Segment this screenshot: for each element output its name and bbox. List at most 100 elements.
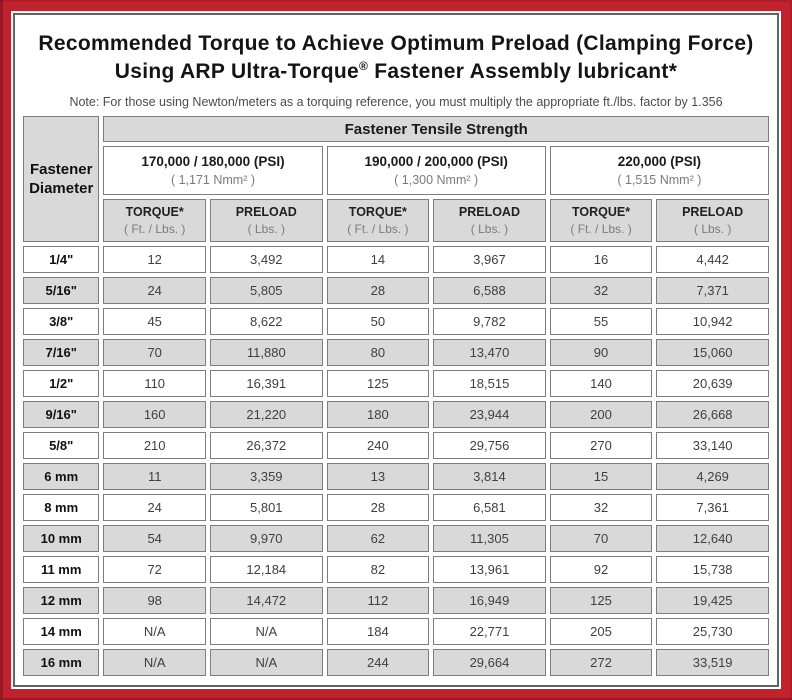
preload-cell: 8,622 xyxy=(209,308,323,335)
torque-cell: 125 xyxy=(326,370,430,397)
preload-cell: 11,305 xyxy=(433,525,546,552)
torque-units-label: ( Ft. / Lbs. ) xyxy=(570,222,632,236)
torque-cell: 54 xyxy=(103,525,206,552)
fastener-diameter-cell: 11 mm xyxy=(23,556,100,583)
torque-cell: 72 xyxy=(103,556,206,583)
nmm-label: ( 1,171 Nmm² ) xyxy=(170,173,256,187)
table-row: 12 mm 98 14,472 112 16,949 125 19,425 xyxy=(23,587,769,614)
torque-cell: 200 xyxy=(549,401,653,428)
preload-header-group1: PRELOAD ( Lbs. ) xyxy=(209,199,323,242)
fastener-diameter-cell: 14 mm xyxy=(23,618,100,645)
fastener-diameter-cell: 1/4" xyxy=(23,246,100,273)
torque-cell: 28 xyxy=(326,277,430,304)
preload-cell: 5,801 xyxy=(209,494,323,521)
page-title: Recommended Torque to Achieve Optimum Pr… xyxy=(19,15,773,86)
preload-cell: 9,782 xyxy=(433,308,546,335)
preload-cell: 7,361 xyxy=(656,494,769,521)
nmm-label: ( 1,515 Nmm² ) xyxy=(617,173,702,187)
fastener-diameter-cell: 3/8" xyxy=(23,308,100,335)
fastener-diameter-header-line2: Diameter xyxy=(29,180,94,197)
preload-cell: 26,372 xyxy=(209,432,323,459)
preload-cell: 13,961 xyxy=(433,556,546,583)
title-line2-text: Using ARP Ultra-Torque xyxy=(114,60,360,83)
preload-cell: 4,442 xyxy=(656,246,769,273)
preload-cell: 6,588 xyxy=(433,277,546,304)
torque-cell: 12 xyxy=(103,246,206,273)
preload-cell: 6,581 xyxy=(433,494,546,521)
fastener-diameter-cell: 5/16" xyxy=(23,277,100,304)
torque-cell: 32 xyxy=(549,494,653,521)
preload-label: PRELOAD xyxy=(682,205,744,219)
torque-cell: 14 xyxy=(326,246,430,273)
psi-group-row: 170,000 / 180,000 (PSI) ( 1,171 Nmm² ) 1… xyxy=(23,146,769,195)
table-row: 11 mm 72 12,184 82 13,961 92 15,738 xyxy=(23,556,769,583)
torque-units-label: ( Ft. / Lbs. ) xyxy=(124,222,186,236)
table-row: 16 mm N/A N/A 244 29,664 272 33,519 xyxy=(23,649,769,676)
torque-cell: 160 xyxy=(103,401,206,428)
preload-cell: 15,060 xyxy=(656,339,769,366)
fastener-diameter-cell: 5/8" xyxy=(23,432,100,459)
torque-cell: 180 xyxy=(326,401,430,428)
preload-cell: 18,515 xyxy=(433,370,546,397)
fastener-diameter-cell: 16 mm xyxy=(23,649,100,676)
strength-group-190-200-psi: 190,000 / 200,000 (PSI) ( 1,300 Nmm² ) xyxy=(326,146,546,195)
torque-cell: 24 xyxy=(103,494,206,521)
preload-cell: N/A xyxy=(209,618,323,645)
torque-cell: 80 xyxy=(326,339,430,366)
torque-cell: 32 xyxy=(549,277,653,304)
fastener-diameter-header: Fastener Diameter xyxy=(23,116,100,242)
note-text: Note: For those using Newton/meters as a… xyxy=(69,95,723,109)
psi-label: 220,000 (PSI) xyxy=(617,154,702,169)
table-row: 6 mm 11 3,359 13 3,814 15 4,269 xyxy=(23,463,769,490)
fastener-diameter-cell: 9/16" xyxy=(23,401,100,428)
table-row: 9/16" 160 21,220 180 23,944 200 26,668 xyxy=(23,401,769,428)
tensile-strength-row: Fastener Diameter Fastener Tensile Stren… xyxy=(23,116,769,242)
preload-cell: 19,425 xyxy=(656,587,769,614)
table-row: 1/2" 110 16,391 125 18,515 140 20,639 xyxy=(23,370,769,397)
torque-cell: N/A xyxy=(103,649,206,676)
torque-cell: 11 xyxy=(103,463,206,490)
preload-cell: 23,944 xyxy=(433,401,546,428)
fastener-diameter-cell: 6 mm xyxy=(23,463,100,490)
preload-cell: 9,970 xyxy=(209,525,323,552)
preload-cell: 7,371 xyxy=(656,277,769,304)
registered-trademark-symbol: ® xyxy=(359,59,369,73)
table-body: 1/4" 12 3,492 14 3,967 16 4,442 5/16" 24 5,805 28 6… xyxy=(23,246,769,676)
preload-cell: 22,771 xyxy=(433,618,546,645)
fastener-diameter-header-line1: Fastener xyxy=(29,161,93,178)
preload-cell: 3,492 xyxy=(209,246,323,273)
fastener-diameter-cell: 12 mm xyxy=(23,587,100,614)
torque-cell: 205 xyxy=(549,618,653,645)
torque-header-group3: TORQUE* ( Ft. / Lbs. ) xyxy=(549,199,653,242)
torque-preload-header-row: TORQUE* ( Ft. / Lbs. ) PRELOAD ( Lbs. ) … xyxy=(23,199,769,242)
tensile-strength-header: Fastener Tensile Strength xyxy=(103,116,769,142)
preload-cell: 10,942 xyxy=(656,308,769,335)
preload-label: PRELOAD xyxy=(235,205,297,219)
torque-cell: N/A xyxy=(103,618,206,645)
preload-cell: 13,470 xyxy=(433,339,546,366)
torque-cell: 92 xyxy=(549,556,653,583)
table-row: 5/8" 210 26,372 240 29,756 270 33,140 xyxy=(23,432,769,459)
torque-cell: 110 xyxy=(103,370,206,397)
preload-units-label: ( Lbs. ) xyxy=(470,222,509,236)
preload-label: PRELOAD xyxy=(458,205,520,219)
preload-header-group2: PRELOAD ( Lbs. ) xyxy=(433,199,546,242)
preload-cell: 12,640 xyxy=(656,525,769,552)
preload-cell: 4,269 xyxy=(656,463,769,490)
torque-cell: 50 xyxy=(326,308,430,335)
torque-cell: 210 xyxy=(103,432,206,459)
torque-cell: 184 xyxy=(326,618,430,645)
torque-cell: 70 xyxy=(103,339,206,366)
torque-header-group1: TORQUE* ( Ft. / Lbs. ) xyxy=(103,199,206,242)
preload-cell: 20,639 xyxy=(656,370,769,397)
torque-preload-table: Fastener Diameter Fastener Tensile Stren… xyxy=(19,112,773,680)
preload-cell: 15,738 xyxy=(656,556,769,583)
table-row: 1/4" 12 3,492 14 3,967 16 4,442 xyxy=(23,246,769,273)
preload-cell: 11,880 xyxy=(209,339,323,366)
torque-cell: 45 xyxy=(103,308,206,335)
torque-units-label: ( Ft. / Lbs. ) xyxy=(347,222,409,236)
preload-cell: 14,472 xyxy=(209,587,323,614)
table-row: 3/8" 45 8,622 50 9,782 55 10,942 xyxy=(23,308,769,335)
torque-cell: 98 xyxy=(103,587,206,614)
